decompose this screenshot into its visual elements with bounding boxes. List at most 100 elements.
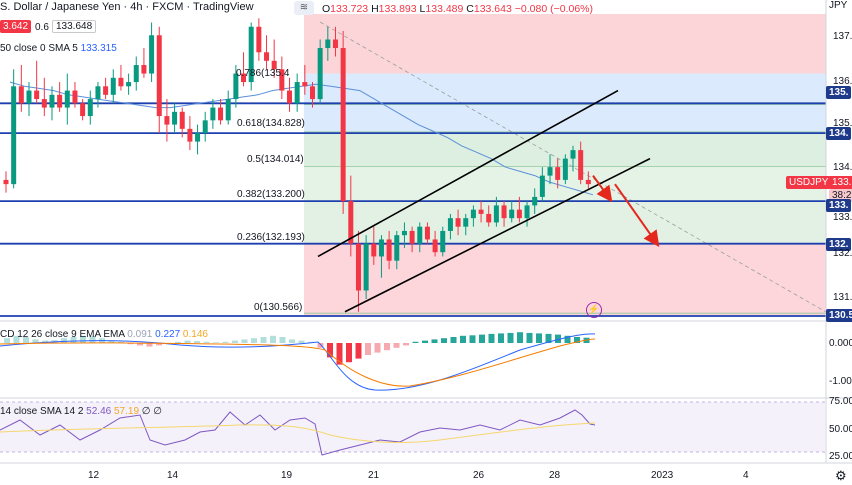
candle [80, 103, 86, 117]
candle [378, 239, 384, 257]
macd-histogram-bar [393, 343, 400, 348]
macd-histogram-bar [555, 334, 561, 343]
waves-icon[interactable]: ≋ [294, 1, 314, 15]
macd-histogram-bar [479, 334, 485, 343]
macd-histogram-bar [4, 338, 10, 343]
lightning-icon[interactable]: ⚡ [586, 302, 602, 318]
candle [210, 107, 216, 121]
candle [64, 90, 70, 108]
candle [340, 48, 346, 202]
macd-line [0, 333, 596, 391]
candle [49, 94, 55, 108]
signal-line [0, 338, 596, 387]
candle [141, 65, 147, 74]
candle [585, 179, 591, 185]
fib-label-0786: 0.786(135.4 [236, 68, 290, 79]
y-tick: 137.0 [833, 31, 852, 42]
fib-label-0236: 0.236(132.193) [237, 232, 305, 243]
macd-histogram-bar [336, 343, 343, 365]
candle [424, 226, 430, 240]
rsi-tick-75: 75.00 [829, 396, 852, 407]
candle [302, 82, 308, 87]
y-tick: 131.0 [833, 292, 852, 303]
fib-zone [304, 201, 826, 244]
macd-histogram-bar [213, 342, 219, 343]
candle [386, 239, 392, 261]
indicator-panels [0, 0, 852, 464]
macd-histogram-bar [127, 343, 134, 345]
candle [539, 175, 545, 197]
candle [179, 111, 185, 129]
macd-histogram-bar [42, 340, 48, 343]
y-tick: 135.0 [833, 118, 852, 129]
fib-label-0382: 0.382(133.200) [237, 189, 305, 200]
macd-histogram-bar [450, 337, 457, 343]
candle [233, 73, 239, 100]
candle [355, 243, 361, 291]
ohlc-readout: O133.723 H133.893 L133.489 C133.643 −0.0… [322, 3, 593, 15]
macd-histogram-bar [441, 338, 447, 343]
candle [478, 209, 484, 214]
last-price-tag: 133.6 [829, 176, 852, 189]
candle [409, 230, 415, 244]
forecast-arrow-long [614, 183, 660, 247]
fib-zone [304, 14, 826, 74]
rsi-tick-25: 25.00 [829, 451, 852, 462]
sma-legend: 50 close 0 SMA 5 133.315 [0, 43, 117, 54]
symbol-tag: USDJPY [786, 176, 832, 189]
macd-histogram-bar [488, 333, 495, 343]
macd-histogram-bar [574, 337, 580, 343]
candle [463, 218, 469, 227]
candle [11, 86, 17, 185]
macd-histogram-bar [137, 343, 143, 346]
candle [432, 239, 438, 253]
macd-histogram-bar [327, 343, 333, 358]
candle [294, 82, 300, 104]
candle [532, 196, 538, 206]
candle [271, 60, 277, 70]
macd-histogram-bar [279, 337, 286, 343]
candle [41, 99, 47, 108]
candle [516, 209, 522, 219]
candle [187, 128, 193, 142]
horizontal-levels [0, 102, 826, 317]
rsi-sma-line [0, 422, 596, 443]
candle [149, 35, 155, 74]
candle [26, 90, 32, 104]
macd-histogram-bar [545, 333, 552, 343]
candle [509, 209, 515, 219]
candle [486, 213, 492, 223]
candle [103, 86, 109, 95]
macd-histogram-bar [194, 341, 200, 343]
macd-histogram-bar [298, 340, 305, 343]
buy-price-tag[interactable]: 133.648 [52, 20, 97, 33]
x-tick: 4 [743, 470, 749, 481]
macd-histogram-bar [564, 335, 571, 343]
macd-histogram-bar [89, 336, 96, 343]
forecast-arrows [592, 175, 660, 247]
candle [562, 158, 568, 180]
candle [401, 230, 407, 236]
macd-histogram-bar [146, 343, 153, 347]
fib-label-0: 0(130.566) [254, 302, 303, 313]
macd-histogram-bar [422, 340, 428, 343]
candle [218, 107, 224, 121]
chart-title: S. Dollar / Japanese Yen · 4h · FXCM · T… [0, 1, 254, 13]
macd-histogram-bar [23, 337, 29, 343]
candle [570, 150, 576, 159]
macd-histogram-bar [517, 332, 523, 343]
candle [470, 209, 476, 219]
macd-legend: CD 12 26 close 9 EMA EMA 0.091 0.227 0.1… [0, 329, 208, 340]
candle [501, 205, 507, 219]
rsi-band [0, 402, 826, 452]
candle [264, 52, 270, 61]
macd-histogram-bar [108, 340, 115, 343]
macd-histogram-bar [61, 338, 67, 343]
candle [87, 99, 93, 117]
level-tag-134: 134. [826, 127, 852, 140]
sell-price-tag[interactable]: 3.642 [0, 20, 32, 33]
macd-histogram-bar [355, 343, 362, 359]
macd-histogram-bar [118, 341, 124, 343]
settings-icon[interactable]: ⚙ [835, 468, 847, 483]
